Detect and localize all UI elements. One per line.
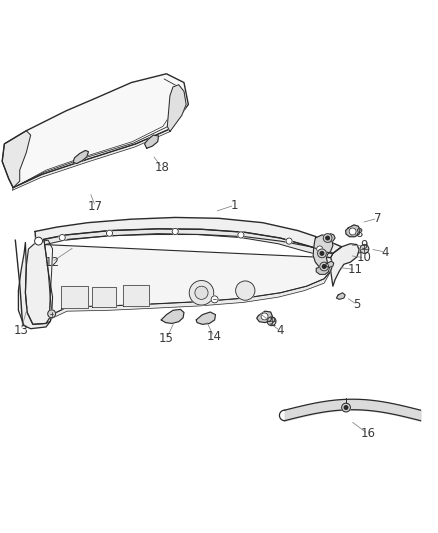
Polygon shape: [25, 239, 53, 324]
Polygon shape: [316, 265, 329, 274]
Circle shape: [267, 317, 276, 326]
Text: 2: 2: [268, 316, 276, 329]
Circle shape: [349, 228, 356, 235]
Circle shape: [342, 403, 350, 412]
Text: 13: 13: [14, 324, 28, 336]
Polygon shape: [35, 217, 342, 253]
Circle shape: [360, 245, 369, 253]
Circle shape: [323, 233, 332, 243]
Circle shape: [322, 265, 326, 268]
Text: 10: 10: [357, 251, 372, 264]
Circle shape: [59, 235, 65, 241]
Polygon shape: [196, 312, 215, 324]
Text: 12: 12: [44, 256, 59, 269]
Circle shape: [35, 237, 42, 245]
Circle shape: [189, 280, 214, 305]
Polygon shape: [326, 261, 334, 268]
Text: 17: 17: [88, 200, 103, 213]
Circle shape: [320, 252, 324, 255]
Polygon shape: [336, 293, 345, 300]
Polygon shape: [45, 245, 333, 314]
Circle shape: [320, 262, 328, 271]
Text: 18: 18: [155, 161, 170, 174]
Polygon shape: [44, 229, 333, 258]
Text: 1: 1: [230, 199, 238, 212]
Polygon shape: [331, 244, 359, 286]
Polygon shape: [346, 225, 360, 237]
Polygon shape: [161, 310, 184, 324]
Polygon shape: [12, 128, 171, 190]
Text: 4: 4: [276, 325, 284, 337]
Circle shape: [318, 249, 326, 258]
Circle shape: [326, 236, 329, 240]
Polygon shape: [324, 233, 335, 243]
Polygon shape: [50, 271, 331, 319]
Polygon shape: [145, 135, 159, 148]
Polygon shape: [18, 243, 52, 329]
Polygon shape: [123, 285, 149, 306]
Circle shape: [344, 406, 348, 409]
Polygon shape: [167, 85, 186, 132]
Circle shape: [317, 246, 323, 252]
Polygon shape: [92, 287, 116, 307]
Circle shape: [236, 281, 255, 300]
Text: 16: 16: [360, 427, 375, 440]
Text: 14: 14: [206, 330, 221, 343]
Circle shape: [286, 238, 292, 244]
Polygon shape: [2, 131, 31, 188]
Circle shape: [172, 229, 178, 235]
Circle shape: [48, 310, 56, 318]
Text: 15: 15: [159, 332, 174, 345]
Text: 11: 11: [348, 263, 363, 276]
Circle shape: [238, 232, 244, 238]
Polygon shape: [2, 74, 188, 188]
Polygon shape: [313, 235, 333, 268]
Text: 4: 4: [381, 246, 389, 259]
Circle shape: [195, 286, 208, 300]
Polygon shape: [61, 286, 88, 308]
Text: 7: 7: [374, 212, 381, 225]
Circle shape: [106, 230, 113, 236]
Polygon shape: [73, 150, 88, 164]
Text: 8: 8: [356, 227, 363, 240]
Text: 5: 5: [353, 298, 360, 311]
Circle shape: [261, 313, 268, 320]
Text: 9: 9: [360, 239, 367, 252]
Polygon shape: [257, 311, 272, 322]
Circle shape: [211, 296, 218, 303]
